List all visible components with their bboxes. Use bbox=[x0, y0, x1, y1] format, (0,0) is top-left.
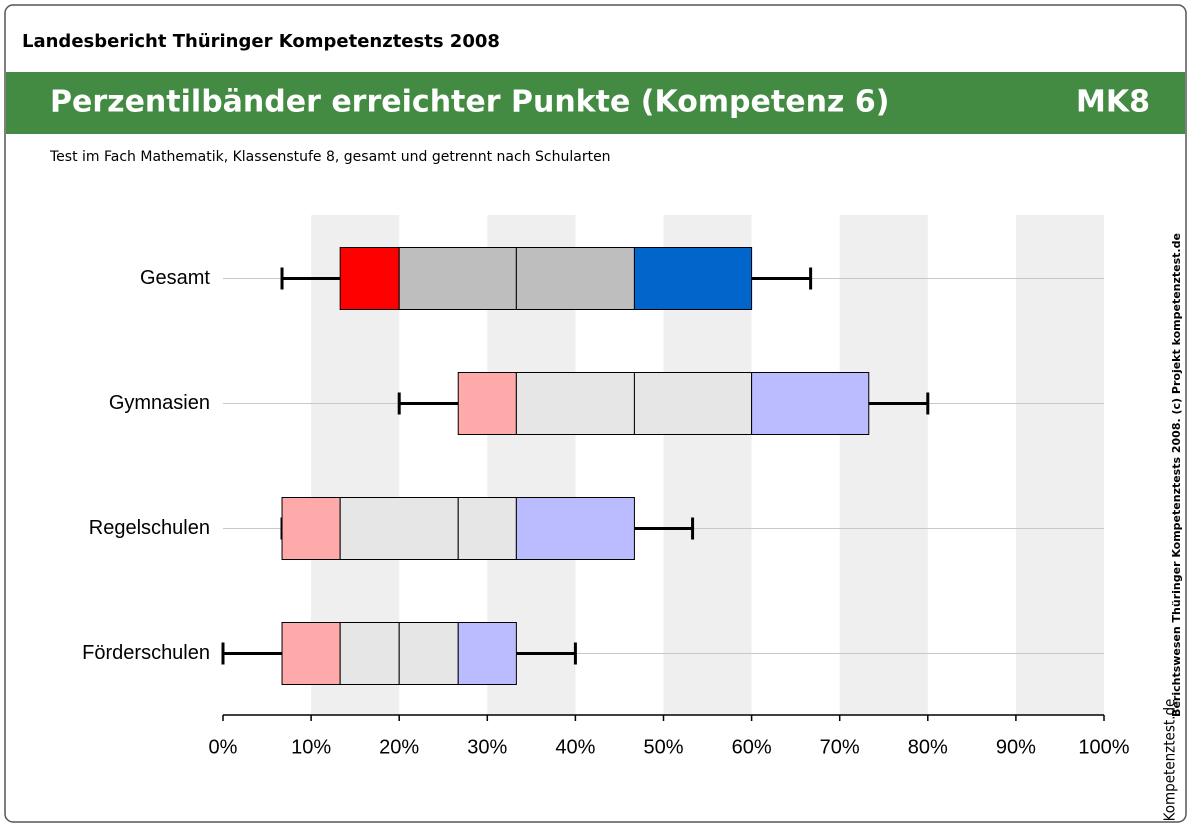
x-tick-label: 20% bbox=[379, 736, 419, 758]
subtitle: Test im Fach Mathematik, Klassenstufe 8,… bbox=[49, 149, 611, 165]
banner-title: Perzentilbänder erreichter Punkte (Kompe… bbox=[50, 85, 889, 120]
band-segment bbox=[751, 372, 870, 435]
band-segment bbox=[339, 497, 459, 560]
x-tick-label: 50% bbox=[643, 736, 683, 758]
x-tick-label: 80% bbox=[908, 736, 948, 758]
category-label: Gesamt bbox=[140, 267, 210, 289]
banner-code: MK8 bbox=[1076, 85, 1150, 120]
logo: Kompetenztest.de bbox=[1161, 699, 1179, 822]
band-segment bbox=[515, 497, 635, 560]
x-tick-label: 40% bbox=[555, 736, 595, 758]
x-tick-label: 60% bbox=[732, 736, 772, 758]
band-segment bbox=[515, 372, 635, 435]
header-title: Landesbericht Thüringer Kompetenztests 2… bbox=[22, 31, 500, 52]
banner bbox=[6, 72, 1185, 134]
side-note: Berichtswesen Thüringer Kompetenztests 2… bbox=[1170, 233, 1183, 717]
stripe bbox=[839, 215, 928, 715]
category-label: Gymnasien bbox=[109, 392, 210, 414]
stripe bbox=[1015, 215, 1104, 715]
band-segment bbox=[457, 372, 517, 435]
band-segment bbox=[633, 247, 753, 310]
band-segment bbox=[633, 372, 753, 435]
band-segment bbox=[457, 622, 517, 685]
band-segment bbox=[398, 622, 459, 685]
band-segment bbox=[281, 497, 341, 560]
band-segment bbox=[339, 247, 400, 310]
x-tick-label: 0% bbox=[209, 736, 238, 758]
band-segment bbox=[398, 247, 517, 310]
x-tick-label: 90% bbox=[996, 736, 1036, 758]
x-tick-label: 70% bbox=[820, 736, 860, 758]
band-segment bbox=[281, 622, 341, 685]
x-tick-label: 30% bbox=[467, 736, 507, 758]
category-label: Förderschulen bbox=[82, 642, 210, 664]
x-tick-label: 100% bbox=[1078, 736, 1129, 758]
category-label: Regelschulen bbox=[89, 517, 210, 539]
band-segment bbox=[339, 622, 400, 685]
plot: 0% 10% 20% 30% 40% 50% 60% 70% 80% 90% 100% Gesamt G… bbox=[82, 215, 1130, 758]
x-tick-label: 10% bbox=[291, 736, 331, 758]
band-segment bbox=[515, 247, 635, 310]
band-segment bbox=[457, 497, 517, 560]
